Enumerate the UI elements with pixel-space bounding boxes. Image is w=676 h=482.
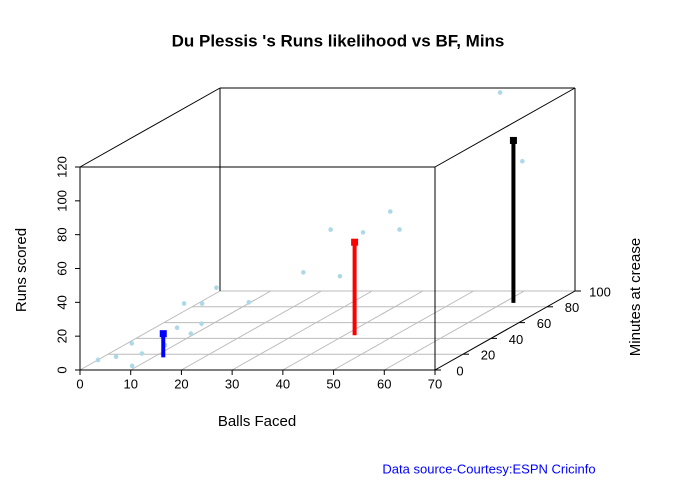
x-tick-label: 10 <box>123 376 137 391</box>
y-tick-label: 120 <box>54 156 69 178</box>
x-tick-label: 70 <box>428 376 442 391</box>
point <box>387 209 393 214</box>
x-tick-label: 40 <box>276 376 290 391</box>
prediction-marker <box>509 136 517 144</box>
point <box>199 321 204 326</box>
box-edge <box>79 87 221 168</box>
chart-title: Du Plessis 's Runs likelihood vs BF, Min… <box>172 31 505 50</box>
y-axis-label: Runs scored <box>13 228 30 312</box>
point <box>188 331 194 336</box>
grid-line <box>384 290 525 371</box>
box-edge <box>434 290 576 371</box>
point <box>113 354 119 359</box>
y-tick-label: 20 <box>54 329 69 343</box>
x-tick-label: 60 <box>377 376 391 391</box>
point <box>520 159 525 164</box>
z-tick-label: 40 <box>509 332 523 347</box>
x-tick-label: 30 <box>225 376 239 391</box>
source-note: Data source-Courtesy:ESPN Cricinfo <box>382 461 595 476</box>
y-tick-label: 0 <box>54 366 69 373</box>
point <box>360 230 366 235</box>
grid-line <box>79 290 221 371</box>
grid-line <box>130 290 271 371</box>
box-edge <box>434 87 576 168</box>
x-tick-label: 0 <box>76 376 83 391</box>
point <box>497 90 503 95</box>
z-tick-label: 60 <box>537 316 551 331</box>
y-tick-label: 100 <box>54 190 69 212</box>
grid-line <box>231 290 373 371</box>
prediction-marker <box>159 330 167 338</box>
x-tick-label: 20 <box>174 376 188 391</box>
z-tick-label: 20 <box>481 348 495 363</box>
x-axis-label: Balls Faced <box>218 413 296 430</box>
point <box>214 285 219 290</box>
prediction-marker <box>351 238 359 246</box>
point <box>397 227 402 232</box>
y-tick-label: 40 <box>54 295 69 309</box>
grid-line <box>333 290 474 371</box>
point <box>181 301 187 306</box>
point <box>199 301 205 306</box>
point <box>301 270 306 275</box>
point <box>139 351 145 356</box>
point <box>337 273 343 279</box>
x-tick-label: 50 <box>326 376 340 391</box>
z-tick-label: 80 <box>565 300 579 315</box>
z-tick-label: 0 <box>456 363 463 378</box>
z-tick-label: 100 <box>589 284 611 299</box>
point <box>129 341 135 346</box>
point <box>95 357 101 363</box>
y-tick-label: 60 <box>54 261 69 275</box>
y-tick-label: 80 <box>54 227 69 241</box>
point <box>328 227 333 232</box>
point <box>246 300 252 305</box>
z-axis-label: Minutes at crease <box>627 238 644 356</box>
grid-line <box>181 290 322 371</box>
point <box>174 325 180 331</box>
point <box>129 363 135 369</box>
